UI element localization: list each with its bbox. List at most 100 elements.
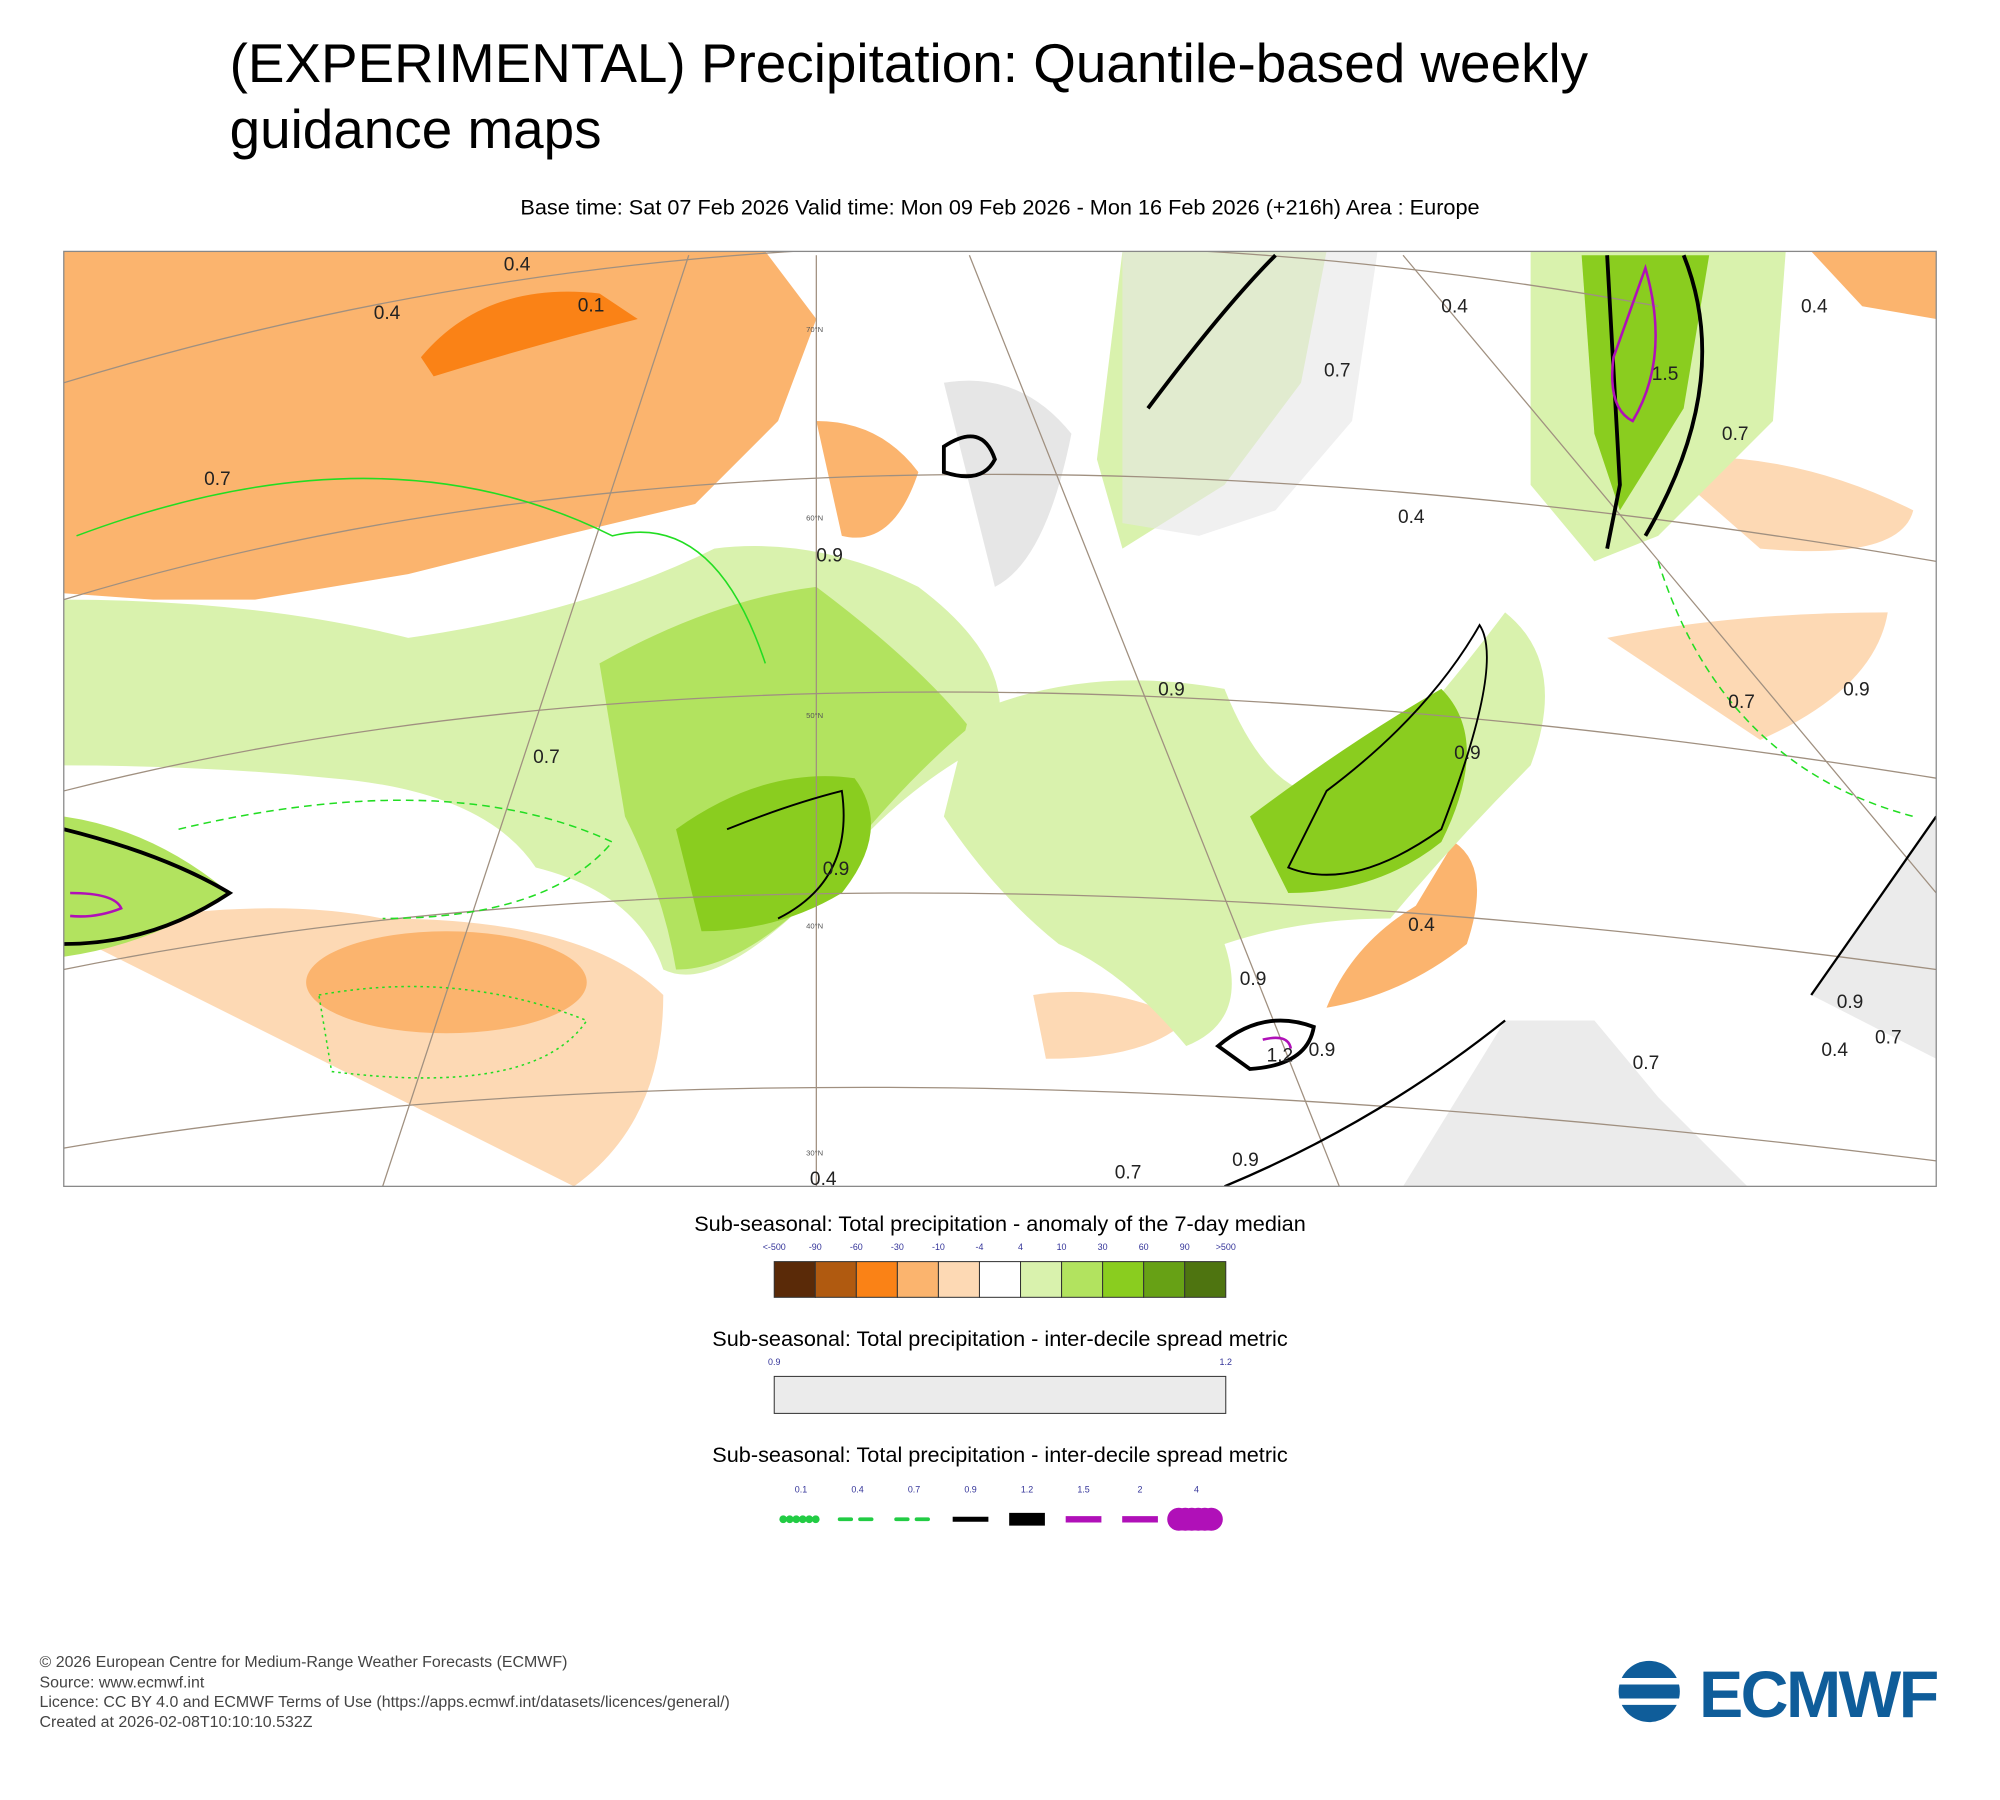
contour-label: 0.4 <box>1821 1040 1848 1061</box>
logo-mark-lines <box>1614 1678 1684 1705</box>
legends: <-500 -90 -60 -30 -10 -4 4 10 30 60 90 >500 0.9 1.2 0.… <box>763 1242 1236 1531</box>
latitude-label: 60°N <box>806 514 823 523</box>
contour-label: 0.4 <box>374 303 401 324</box>
footer-line: Licence: CC BY 4.0 and ECMWF Terms of Us… <box>40 1694 730 1711</box>
contour-label: 0.9 <box>1837 992 1864 1013</box>
map-frame <box>63 250 1937 1187</box>
legend-swatch <box>814 1261 857 1298</box>
green-contours <box>76 477 1914 1079</box>
legend-tick: 30 <box>1098 1242 1108 1252</box>
legend-swatch <box>937 1261 980 1298</box>
wet-region <box>1250 688 1467 893</box>
legend-tick: 0.9 <box>768 1357 780 1367</box>
dry-region <box>306 931 587 1034</box>
legend-title: Sub-seasonal: Total precipitation - anom… <box>694 1211 1306 1236</box>
legend-tick: 4 <box>1194 1484 1199 1494</box>
legend-swatch <box>1061 1261 1104 1298</box>
logo: ECMWF <box>1614 1658 1940 1732</box>
title-box: (EXPERIMENTAL) Precipitation: Quantile-b… <box>229 33 1589 161</box>
contour-label: 0.9 <box>1158 679 1185 700</box>
logo-mark <box>1618 1660 1680 1723</box>
legend-tick: 0.9 <box>964 1484 976 1494</box>
contour-label: 0.7 <box>204 469 231 490</box>
slightly-dry-region <box>1607 612 1888 740</box>
contour-label: 0.9 <box>1240 969 1267 990</box>
contour-label: 0.4 <box>1408 915 1435 936</box>
legend-tick: -30 <box>891 1242 904 1252</box>
legend-swatch <box>855 1261 898 1298</box>
footer-line: © 2026 European Centre for Medium-Range … <box>40 1654 568 1671</box>
very-dry-region <box>420 291 638 377</box>
contour-label: 0.9 <box>1454 743 1481 764</box>
contour-label: 0.7 <box>533 747 560 768</box>
graticule <box>63 251 1937 1187</box>
legend-tick: 1.5 <box>1077 1484 1089 1494</box>
slightly-dry-region <box>1033 991 1187 1059</box>
legend-swatch <box>896 1261 939 1298</box>
purple-contour <box>1610 263 1657 423</box>
contour-label: 0.4 <box>1441 297 1468 318</box>
legend-swatch <box>773 1261 816 1298</box>
legend-tick: 90 <box>1180 1242 1190 1252</box>
legend-swatch <box>1020 1261 1063 1298</box>
legend-tick: >500 <box>1216 1242 1236 1252</box>
legend-tick: 2 <box>1138 1484 1143 1494</box>
map: 70°N 60°N 50°N 40°N 30°N 0.4 0.4 0.1 0.7… <box>63 251 1937 1190</box>
contour-label: 0.7 <box>1115 1163 1142 1184</box>
legend-tick: -10 <box>932 1242 945 1252</box>
title: (EXPERIMENTAL) Precipitation: Quantile-b… <box>229 33 1589 161</box>
spread-region <box>1811 816 1937 1059</box>
legend-tick: -90 <box>809 1242 822 1252</box>
legend-tick: 0.4 <box>851 1484 863 1494</box>
footer-line: Source: www.ecmwf.int <box>40 1675 205 1692</box>
legend-tick: 1.2 <box>1220 1357 1232 1367</box>
dry-region <box>816 421 919 538</box>
legend-tick: 0.7 <box>908 1484 920 1494</box>
legend-tick: 60 <box>1139 1242 1149 1252</box>
legend-tick: -60 <box>850 1242 863 1252</box>
contour-label: 0.7 <box>1728 692 1755 713</box>
wet-region <box>63 816 230 957</box>
purple-contour <box>1262 1036 1293 1049</box>
contour-label: 0.4 <box>1398 507 1425 528</box>
legend-title: Sub-seasonal: Total precipitation - inte… <box>712 1326 1288 1351</box>
legend-swatch <box>773 1375 1227 1414</box>
dry-region <box>63 251 817 600</box>
legend-swatch <box>1102 1261 1145 1298</box>
contour-label: 0.9 <box>1843 679 1870 700</box>
contour-label: 0.7 <box>1324 360 1351 381</box>
legend-swatch <box>1143 1261 1186 1298</box>
latitude-label: 40°N <box>806 922 823 931</box>
spread-region <box>1403 1020 1748 1187</box>
slightly-dry-region <box>1658 457 1914 552</box>
legend-title: Sub-seasonal: Total precipitation - inte… <box>712 1442 1288 1467</box>
legend-tick: -4 <box>976 1242 984 1252</box>
dry-region <box>1811 251 1937 320</box>
contour-label: 0.4 <box>1801 297 1828 318</box>
spread-region <box>1122 251 1378 536</box>
footer-line: Created at 2026-02-08T10:10:10.532Z <box>40 1714 313 1731</box>
legend-tick: <-500 <box>763 1242 786 1252</box>
contour-label: 0.9 <box>1309 1040 1336 1061</box>
contour-label: 0.4 <box>810 1169 837 1190</box>
black-contours <box>63 253 1937 1187</box>
wet-region <box>676 776 871 932</box>
contour-label: 1.2 <box>1267 1045 1294 1066</box>
legend-tick: 1.2 <box>1021 1484 1033 1494</box>
contour-label: 0.7 <box>1633 1053 1660 1074</box>
wet-region <box>1581 255 1710 511</box>
latitude-label: 50°N <box>806 711 823 720</box>
legend-tick: 10 <box>1057 1242 1067 1252</box>
legend-swatch <box>978 1261 1022 1298</box>
contour-label: 1.5 <box>1652 364 1679 385</box>
logo-text: ECMWF <box>1699 1658 1938 1732</box>
wet-region <box>943 612 1545 1047</box>
legend-swatch <box>1184 1261 1227 1298</box>
contour-label: 0.4 <box>504 255 531 276</box>
contour-label: 0.7 <box>1875 1027 1902 1048</box>
dry-region <box>1326 841 1478 1008</box>
purple-contour <box>70 891 123 918</box>
latitude-label: 70°N <box>806 325 823 334</box>
subtitle: Base time: Sat 07 Feb 2026 Valid time: M… <box>520 194 1479 219</box>
